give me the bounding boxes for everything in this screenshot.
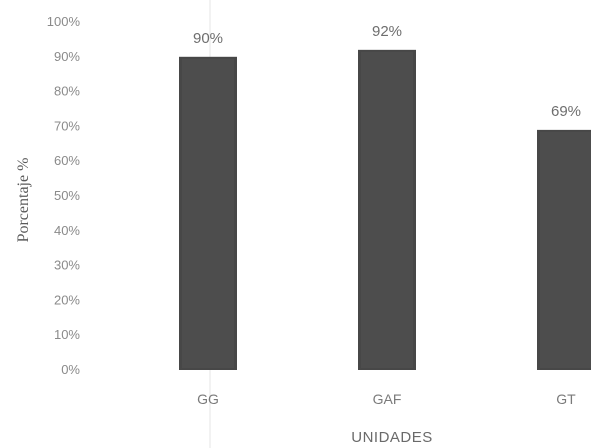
- y-tick-label: 50%: [54, 188, 80, 203]
- x-tick-label-gt: GT: [556, 391, 576, 407]
- y-tick-label: 20%: [54, 292, 80, 307]
- data-labels-group: 90% 92% 69%: [193, 23, 581, 120]
- x-axis-title: UNIDADES: [351, 429, 433, 446]
- y-axis-title: Porcentaje %: [15, 158, 32, 243]
- y-tick-label: 40%: [54, 223, 80, 238]
- y-tick-label: 60%: [54, 153, 80, 168]
- y-tick-label: 100%: [47, 14, 81, 29]
- x-tick-label-gaf: GAF: [373, 391, 402, 407]
- bar-shading: [182, 58, 234, 369]
- data-label-gaf: 92%: [372, 23, 402, 40]
- data-label-gg: 90%: [193, 30, 223, 47]
- y-tick-label: 70%: [54, 118, 80, 133]
- y-tick-label: 0%: [61, 362, 80, 377]
- bar-gt: [537, 129, 591, 370]
- data-label-gt: 69%: [551, 103, 581, 120]
- bar-gg: [179, 56, 237, 371]
- bar-shading: [361, 51, 413, 369]
- y-tick-label: 10%: [54, 327, 80, 342]
- bars-group: [179, 49, 591, 371]
- y-axis-ticks: 0% 10% 20% 30% 40% 50% 60% 70% 80% 90% 100%: [47, 14, 81, 377]
- y-tick-label: 90%: [54, 49, 80, 64]
- y-tick-label: 30%: [54, 258, 80, 273]
- category-labels-group: GG GAF GT: [197, 391, 576, 407]
- bar-shading: [540, 131, 591, 368]
- bar-gaf: [358, 49, 416, 371]
- x-tick-label-gg: GG: [197, 391, 219, 407]
- y-tick-label: 80%: [54, 84, 80, 99]
